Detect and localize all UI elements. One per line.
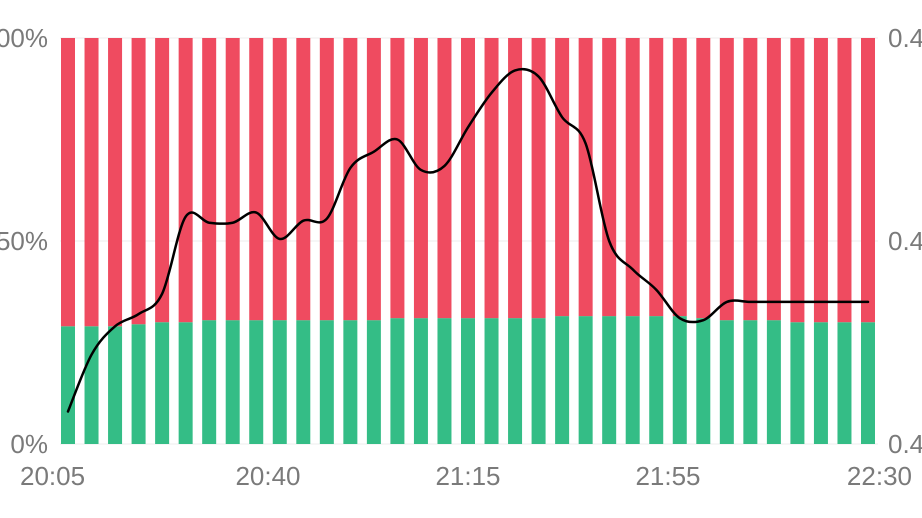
bar-segment-s1-21	[555, 38, 570, 317]
bar-segment-s1-20	[531, 38, 546, 319]
bar-segment-s1-0	[61, 38, 75, 327]
y-tick-right-1: 0.4	[888, 226, 922, 256]
bar-segment-s1-17	[461, 38, 475, 319]
bar-segment-s0-25	[649, 316, 664, 444]
x-tick-2: 21:15	[435, 461, 500, 491]
bar-segment-s0-8	[249, 320, 264, 444]
line-series	[66, 67, 870, 413]
bar-segment-s1-33	[837, 38, 852, 323]
bar-segment-s1-23	[602, 38, 617, 317]
bar-segment-s0-27	[696, 318, 711, 444]
bar-segment-s0-10	[296, 320, 311, 444]
bar-segment-s0-29	[743, 320, 758, 444]
bar-segment-s0-21	[555, 316, 570, 444]
y-tick-left-1: 50%	[0, 226, 48, 256]
bar-segment-s1-12	[343, 38, 358, 321]
y-tick-right-2: 0.4	[888, 23, 922, 53]
bar-segment-s1-22	[578, 38, 593, 317]
bar-segment-s1-25	[649, 38, 664, 317]
bar-segment-s0-0	[61, 326, 75, 444]
x-axis: 20:05 20:40 21:15 21:55 22:30	[20, 461, 912, 491]
bar-segment-s1-5	[178, 38, 193, 323]
bar-segment-s0-3	[131, 324, 146, 444]
bar-segment-s0-9	[272, 320, 287, 444]
bar-segment-s1-19	[508, 38, 523, 319]
bar-segment-s0-4	[155, 322, 170, 444]
bar-segment-s0-1	[84, 326, 99, 444]
bar-segment-s0-20	[531, 318, 546, 444]
y-tick-right-0: 0.4	[888, 429, 922, 459]
bar-segment-s1-9	[272, 38, 287, 321]
bar-segment-s0-11	[319, 320, 334, 444]
bar-segment-s1-3	[131, 38, 146, 325]
bar-segment-s1-34	[861, 38, 875, 323]
bar-segment-s0-7	[225, 320, 240, 444]
bar-segment-s1-11	[319, 38, 334, 321]
y-tick-left-2: 100%	[0, 23, 48, 53]
x-tick-3: 21:55	[635, 461, 700, 491]
bar-segment-s0-34	[861, 322, 875, 444]
bar-segment-s0-19	[508, 318, 523, 444]
stacked-bars	[61, 38, 875, 444]
bar-segment-s0-16	[437, 318, 452, 444]
right-y-axis: 0.4 0.4 0.4	[888, 23, 922, 459]
bar-segment-s0-6	[202, 320, 217, 444]
bar-segment-s1-1	[84, 38, 99, 327]
left-y-axis: 0% 50% 100%	[0, 23, 48, 459]
x-tick-0: 20:05	[20, 461, 85, 491]
bar-segment-s1-8	[249, 38, 264, 321]
bar-segment-s1-26	[672, 38, 687, 317]
bar-segment-s1-27	[696, 38, 711, 319]
bar-segment-s0-31	[790, 322, 805, 444]
bar-segment-s0-17	[461, 318, 475, 444]
y-tick-left-0: 0%	[10, 429, 48, 459]
bar-segment-s1-14	[390, 38, 405, 319]
bar-segment-s0-12	[343, 320, 358, 444]
bar-segment-s0-2	[108, 326, 123, 444]
x-tick-4: 22:30	[847, 461, 912, 491]
bar-segment-s0-28	[719, 320, 734, 444]
bar-segment-s1-28	[719, 38, 734, 321]
bar-segment-s1-4	[155, 38, 170, 323]
bar-segment-s1-15	[413, 38, 428, 319]
bar-segment-s0-18	[484, 318, 499, 444]
bar-segment-s1-16	[437, 38, 452, 319]
bar-segment-s1-13	[366, 38, 381, 321]
bar-segment-s0-14	[390, 318, 405, 444]
bar-segment-s0-23	[602, 316, 617, 444]
bar-segment-s0-32	[813, 322, 828, 444]
bar-segment-s0-24	[625, 316, 640, 444]
bar-segment-s1-24	[625, 38, 640, 317]
bar-segment-s0-33	[837, 322, 852, 444]
bar-segment-s1-10	[296, 38, 311, 321]
bar-segment-s0-30	[766, 320, 781, 444]
bar-segment-s1-29	[743, 38, 758, 321]
bar-segment-s1-6	[202, 38, 217, 321]
bar-segment-s0-13	[366, 320, 381, 444]
line-path	[66, 67, 870, 413]
bar-segment-s1-32	[813, 38, 828, 323]
bar-segment-s1-18	[484, 38, 499, 319]
x-tick-1: 20:40	[235, 461, 300, 491]
bar-segment-s0-5	[178, 322, 193, 444]
bar-segment-s0-26	[672, 316, 687, 444]
bar-segment-s0-22	[578, 316, 593, 444]
bar-segment-s0-15	[413, 318, 428, 444]
bar-segment-s1-30	[766, 38, 781, 321]
bar-segment-s1-31	[790, 38, 805, 323]
bar-segment-s1-2	[108, 38, 123, 327]
bar-segment-s1-7	[225, 38, 240, 321]
